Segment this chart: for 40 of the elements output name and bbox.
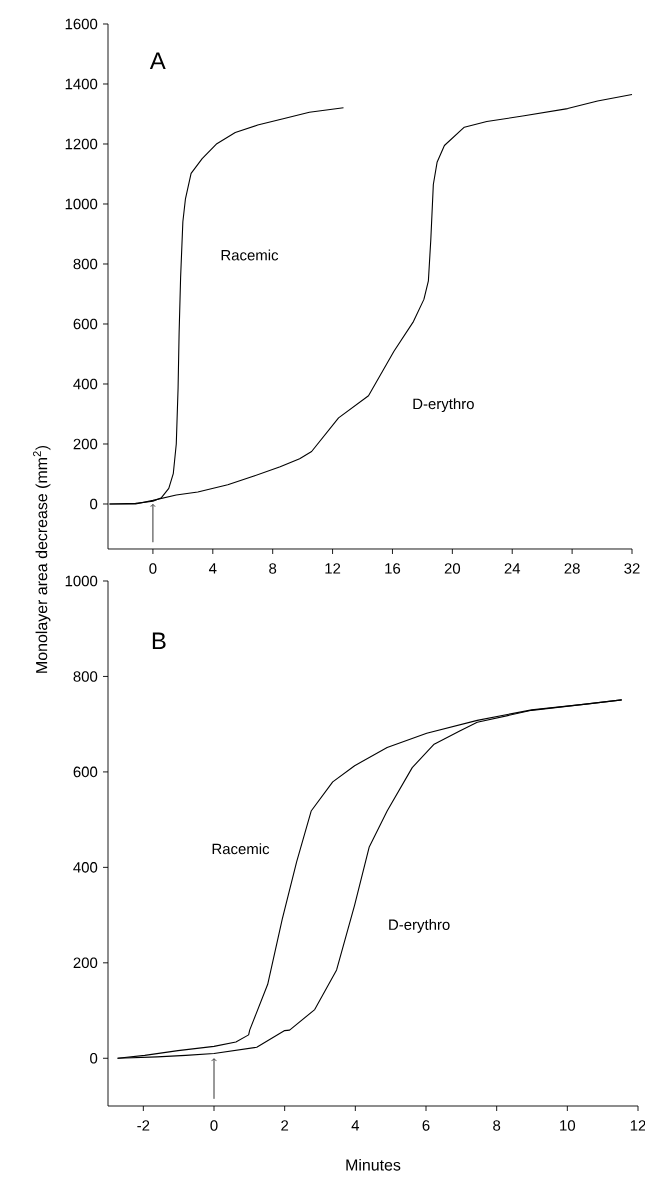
x-tick-label: 12	[325, 563, 341, 574]
x-tick-label: 28	[564, 563, 580, 574]
y-tick-label: 800	[73, 258, 98, 270]
y-tick-label: 1000	[65, 198, 98, 210]
x-tick-label: -2	[137, 1120, 150, 1131]
y-tick-label: 400	[73, 378, 98, 390]
y-tick-label: 800	[73, 671, 98, 682]
x-tick-label: 16	[385, 563, 401, 574]
y-tick-label: 600	[73, 318, 98, 330]
text: D-erythro	[413, 398, 474, 413]
text: D-erythro	[389, 918, 450, 933]
y-tick-label: 200	[73, 957, 98, 969]
text: Racemic	[221, 249, 279, 261]
x-tick-label: 4	[208, 563, 217, 574]
y-tick-label: 600	[73, 766, 98, 778]
y-tick-label: 0	[90, 1052, 98, 1064]
annotation: A	[149, 52, 166, 69]
y-tick-label: 1000	[65, 575, 98, 587]
y-axis-title: Monolayer area decrease (mm$^{2}$)	[33, 445, 51, 673]
y-tick-label: 0	[90, 498, 98, 510]
x-tick-label: 0	[210, 1120, 218, 1131]
x-axis-title: Minutes	[346, 1158, 401, 1171]
annotation: B	[152, 632, 166, 650]
x-tick-label: 6	[422, 1120, 430, 1131]
x-tick-label: 24	[504, 563, 521, 574]
y-tick-label: 1400	[65, 78, 98, 90]
x-tick-label: 8	[269, 563, 277, 574]
x-tick-label: 2	[281, 1120, 289, 1131]
x-tick-label: 10	[560, 1120, 576, 1131]
x-tick-label: 0	[149, 563, 157, 574]
x-tick-label: 4	[351, 1120, 360, 1131]
y-tick-label: 200	[73, 438, 98, 450]
x-tick-label: 8	[493, 1120, 501, 1131]
y-tick-label: 1200	[65, 138, 98, 150]
x-tick-label: 20	[444, 563, 461, 574]
x-tick-label: 32	[624, 563, 640, 574]
y-tick-label: 1600	[65, 18, 98, 30]
series-label: Racemic	[212, 843, 270, 855]
x-tick-label: 12	[630, 1120, 645, 1131]
y-tick-label: 400	[73, 862, 98, 873]
